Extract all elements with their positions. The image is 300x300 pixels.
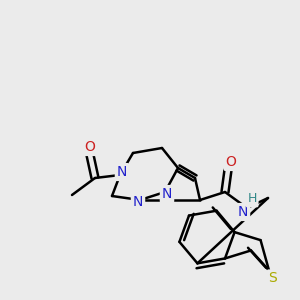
Text: N: N: [162, 187, 172, 201]
Text: N: N: [117, 165, 127, 179]
Text: O: O: [85, 140, 95, 154]
Text: S: S: [268, 272, 278, 285]
Text: N: N: [238, 205, 248, 219]
Text: N: N: [133, 195, 143, 209]
Text: O: O: [226, 155, 236, 169]
Text: H: H: [247, 193, 257, 206]
